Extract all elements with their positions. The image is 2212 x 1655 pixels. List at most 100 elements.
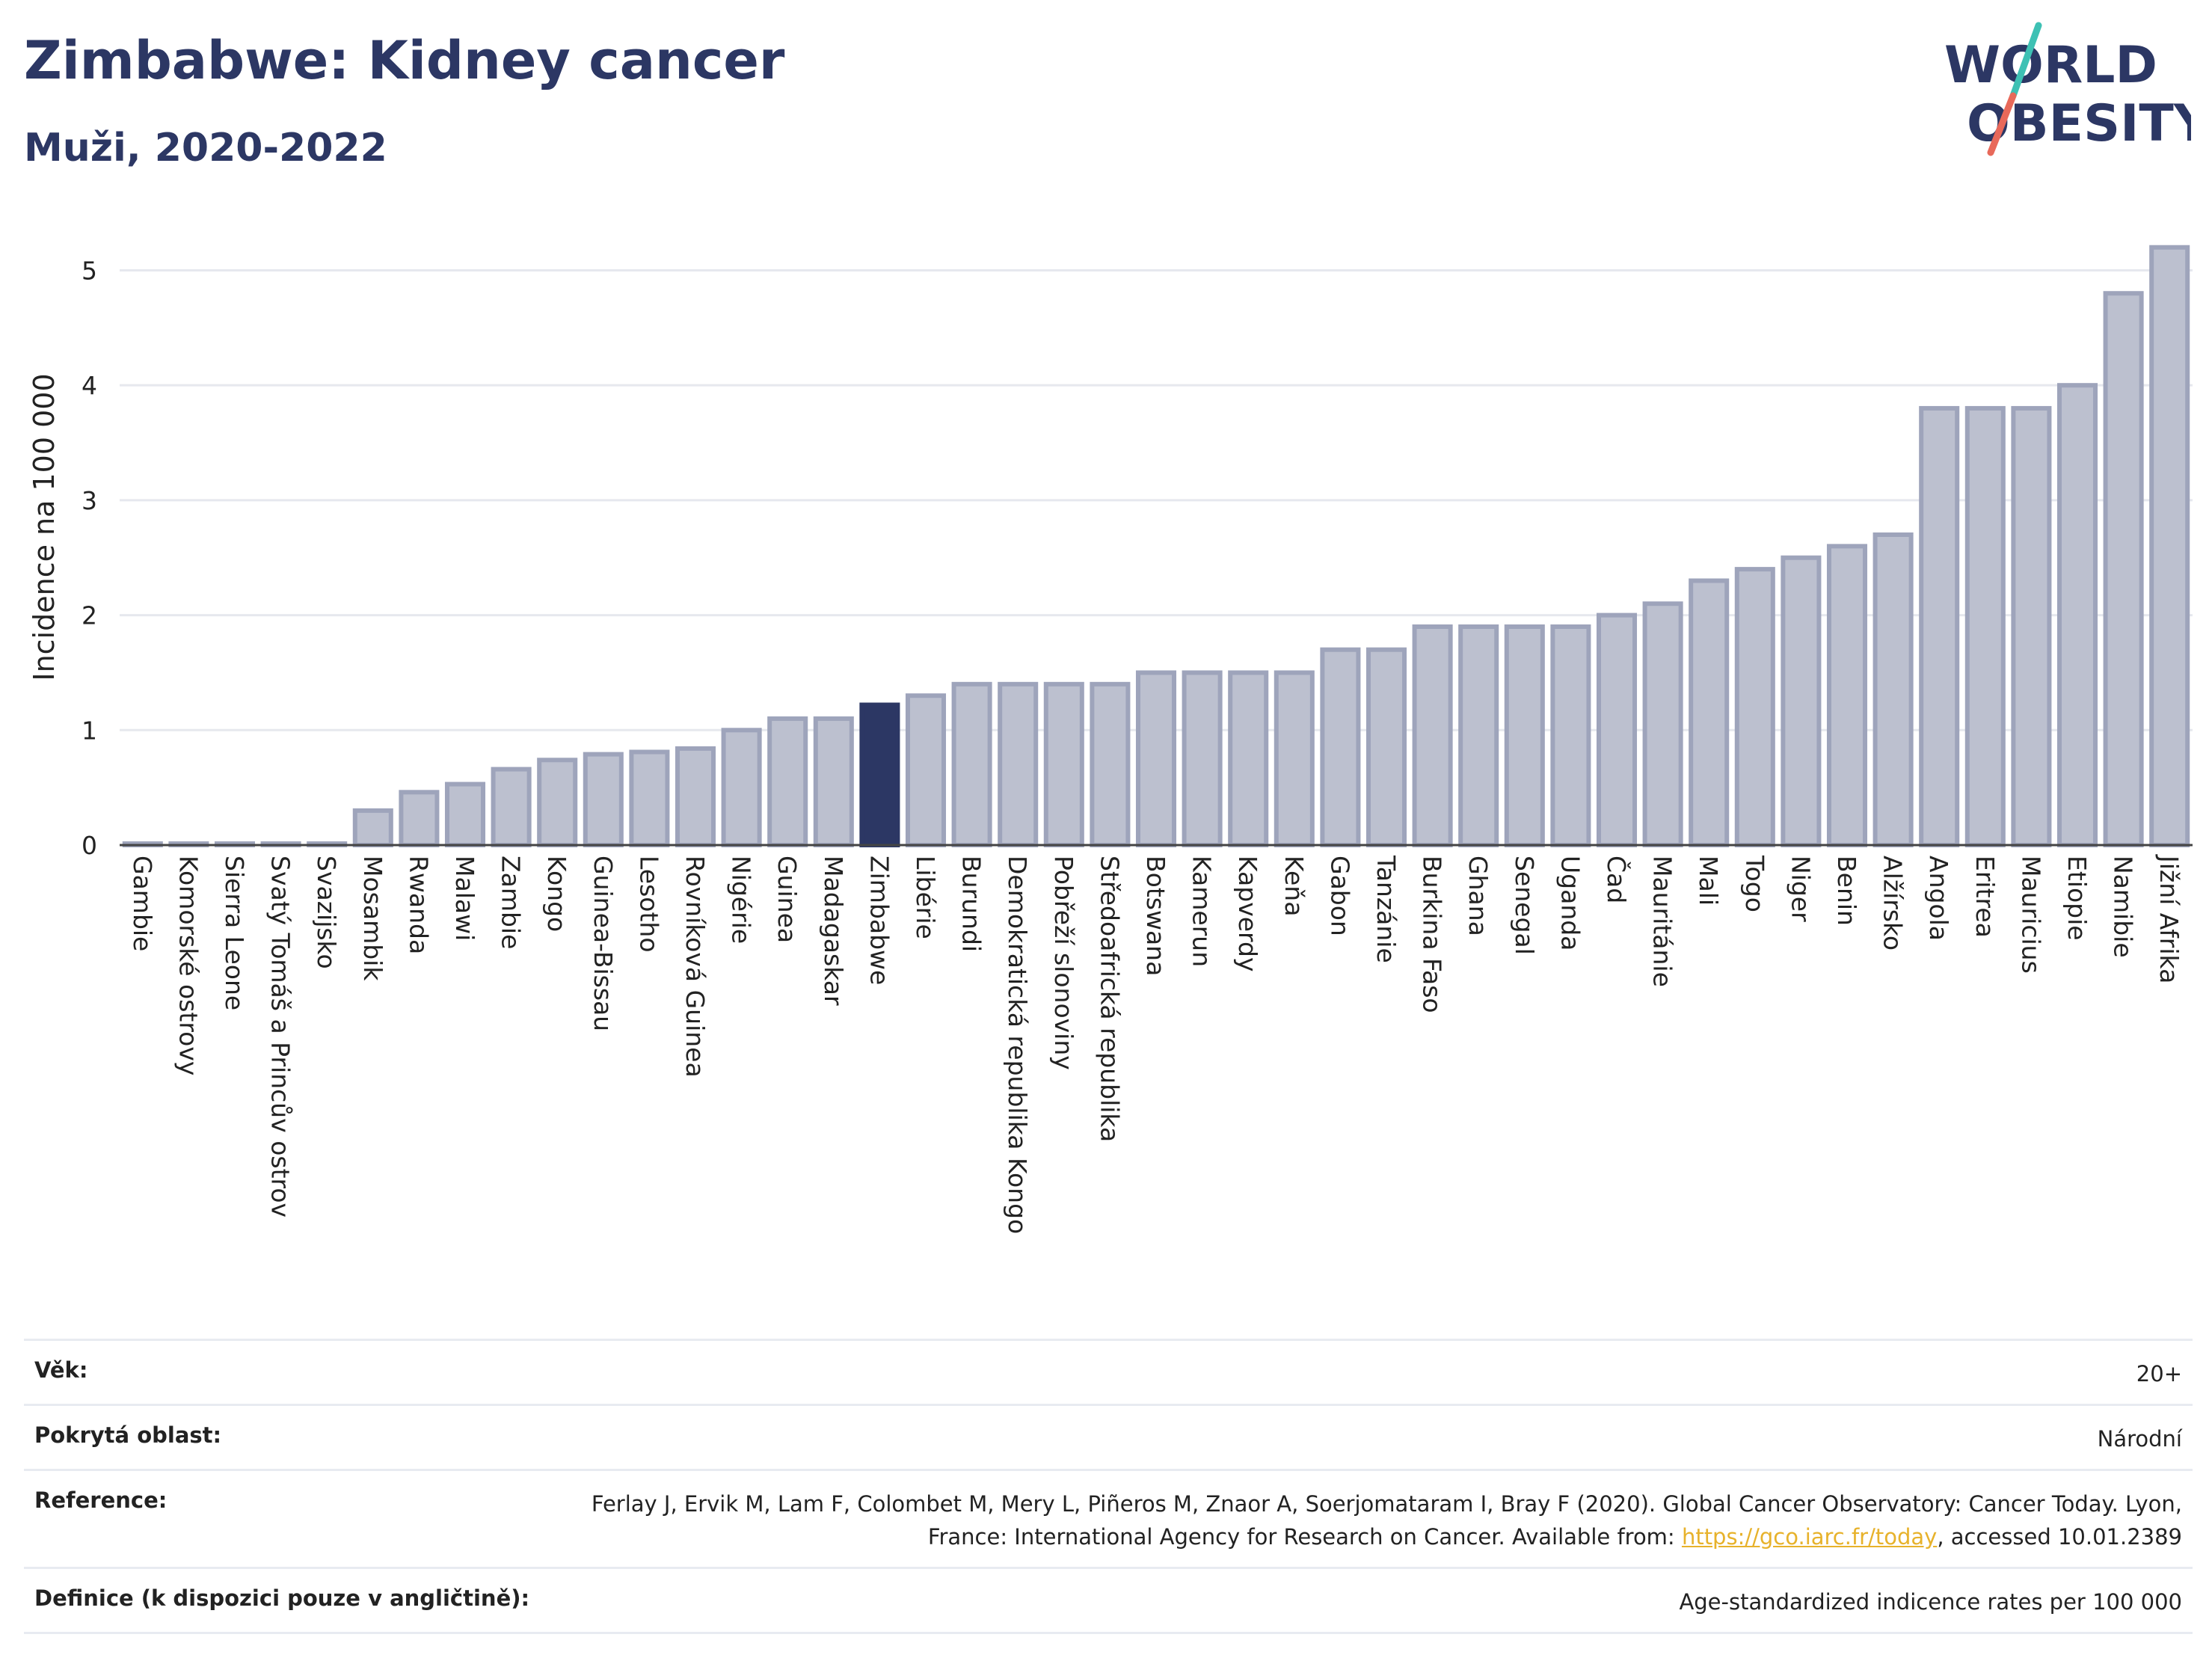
bar bbox=[2103, 291, 2144, 847]
meta-row-coverage: Pokrytá oblast: Národní bbox=[24, 1404, 2193, 1469]
bar bbox=[1919, 405, 1960, 847]
bar bbox=[1504, 624, 1545, 847]
bar bbox=[1964, 405, 2006, 847]
y-tick-label: 2 bbox=[82, 601, 97, 630]
meta-row-age: Věk: 20+ bbox=[24, 1339, 2193, 1404]
x-tick-label: Madagaskar bbox=[819, 856, 848, 1006]
y-tick-label: 5 bbox=[82, 256, 97, 285]
meta-age-label: Věk: bbox=[34, 1357, 88, 1383]
meta-reference-label: Reference: bbox=[34, 1487, 168, 1513]
meta-definition-value: Age-standardized indicence rates per 100… bbox=[1679, 1589, 2182, 1615]
bar bbox=[767, 716, 808, 847]
x-tick-label: Kongo bbox=[542, 856, 571, 932]
meta-coverage-label: Pokrytá oblast: bbox=[34, 1422, 222, 1448]
bar bbox=[1043, 681, 1084, 847]
x-tick-label: Demokratická republika Kongo bbox=[1003, 856, 1032, 1234]
x-tick-label: Čad bbox=[1602, 856, 1632, 903]
x-tick-label: Mauricius bbox=[2016, 856, 2045, 974]
bar-chart: 0 1 2 3 4 5 Gambie Komorské ostrovy Sierra Leon… bbox=[28, 245, 2193, 1234]
reference-accessed: , accessed 10.01.2389 bbox=[1937, 1524, 2182, 1550]
bar bbox=[399, 790, 440, 847]
bar bbox=[1274, 670, 1315, 848]
x-tick-label: Botswana bbox=[1141, 856, 1170, 976]
reference-link[interactable]: https://gco.iarc.fr/today bbox=[1681, 1524, 1938, 1550]
x-tick-label: Kamerun bbox=[1188, 856, 1217, 967]
meta-definition-label: Definice (k dispozici pouze v angličtině… bbox=[34, 1585, 530, 1611]
reference-text: Ferlay J, Ervik M, Lam F, Colombet M, Me… bbox=[591, 1491, 2182, 1550]
bar bbox=[629, 749, 670, 847]
x-tick-label: Kapverdy bbox=[1233, 856, 1262, 972]
x-tick-label: Mauritánie bbox=[1648, 856, 1677, 987]
x-axis-labels: Gambie Komorské ostrovy Sierra Leone Svatý … bbox=[128, 854, 2184, 1234]
x-tick-label: Etiopie bbox=[2062, 856, 2092, 941]
x-tick-label: Burundi bbox=[957, 856, 986, 952]
x-tick-label: Rovníková Guinea bbox=[681, 856, 710, 1078]
bar bbox=[1320, 647, 1361, 847]
x-tick-label: Sierra Leone bbox=[220, 856, 249, 1010]
meta-row-reference: Reference: Ferlay J, Ervik M, Lam F, Col… bbox=[24, 1469, 2193, 1567]
y-tick-label: 1 bbox=[82, 716, 97, 745]
bar bbox=[998, 681, 1039, 847]
bar bbox=[1412, 624, 1453, 847]
x-tick-label: Mali bbox=[1694, 856, 1723, 906]
bar bbox=[721, 728, 762, 848]
bar bbox=[1458, 624, 1499, 847]
x-tick-label: Gambie bbox=[128, 856, 157, 951]
x-tick-label: Gabon bbox=[1325, 856, 1354, 936]
bar bbox=[1228, 670, 1269, 848]
x-tick-label: Keňa bbox=[1279, 856, 1309, 916]
x-tick-label: Guinea bbox=[772, 856, 802, 943]
meta-reference-value: Ferlay J, Ervik M, Lam F, Colombet M, Me… bbox=[574, 1487, 2182, 1553]
x-tick-label: Alžírsko bbox=[1878, 856, 1908, 951]
metadata-table: Věk: 20+ Pokrytá oblast: Národní Referen… bbox=[24, 1339, 2193, 1634]
bar bbox=[1550, 624, 1591, 847]
bar bbox=[491, 767, 532, 847]
logo-accent-teal bbox=[2009, 22, 2042, 99]
x-tick-label: Uganda bbox=[1555, 856, 1585, 951]
x-tick-label: Svatý Tomáš a Princův ostrov bbox=[266, 856, 295, 1218]
chart-subtitle: Muži, 2020-2022 bbox=[24, 126, 387, 171]
bar bbox=[1642, 601, 1683, 847]
bar bbox=[1135, 670, 1177, 848]
x-tick-label: Malawi bbox=[450, 856, 479, 941]
x-tick-label: Pobřeží slonoviny bbox=[1049, 856, 1078, 1070]
meta-row-definition: Definice (k dispozici pouze v angličtině… bbox=[24, 1567, 2193, 1634]
y-tick-label: 4 bbox=[82, 371, 97, 400]
x-tick-label: Zimbabwe bbox=[864, 856, 894, 985]
x-tick-label: Burkina Faso bbox=[1418, 856, 1447, 1013]
x-tick-label: Senegal bbox=[1510, 856, 1539, 955]
bar bbox=[444, 782, 486, 847]
bar bbox=[1182, 670, 1223, 848]
bar bbox=[1826, 544, 1868, 847]
meta-coverage-value: Národní bbox=[2097, 1426, 2182, 1452]
x-tick-label: Středoafrická republika bbox=[1095, 856, 1124, 1142]
bar bbox=[1090, 681, 1131, 847]
bar bbox=[1596, 612, 1638, 847]
x-tick-label: Eritrea bbox=[1970, 856, 2000, 938]
x-tick-label: Guinea-Bissau bbox=[589, 856, 618, 1031]
x-tick-label: Libérie bbox=[911, 856, 940, 939]
x-tick-label: Nigérie bbox=[727, 856, 756, 944]
y-axis-label: Incidence na 100 000 bbox=[28, 373, 61, 681]
meta-age-value: 20+ bbox=[2136, 1361, 2182, 1387]
y-tick-label: 0 bbox=[82, 831, 97, 860]
bar bbox=[583, 752, 624, 848]
x-tick-label: Rwanda bbox=[404, 856, 433, 954]
bar bbox=[2149, 245, 2190, 848]
y-axis-ticks: 0 1 2 3 4 5 bbox=[82, 256, 97, 860]
bar bbox=[675, 746, 716, 848]
bar bbox=[1781, 555, 1822, 847]
bar bbox=[905, 693, 947, 847]
x-tick-label: Komorské ostrovy bbox=[173, 856, 203, 1075]
bar bbox=[2056, 383, 2098, 847]
bar bbox=[1872, 532, 1914, 847]
world-obesity-logo: WORLD OBESITY bbox=[1944, 22, 2191, 156]
logo-text-line1: WORLD bbox=[1944, 36, 2157, 95]
logo-accent-coral bbox=[1987, 92, 2017, 156]
bar bbox=[1734, 567, 1775, 847]
x-tick-label: Zambie bbox=[497, 856, 526, 949]
bar bbox=[813, 716, 854, 847]
chart-title: Zimbabwe: Kidney cancer bbox=[24, 30, 785, 91]
bar bbox=[1365, 647, 1407, 847]
bar bbox=[537, 758, 578, 848]
